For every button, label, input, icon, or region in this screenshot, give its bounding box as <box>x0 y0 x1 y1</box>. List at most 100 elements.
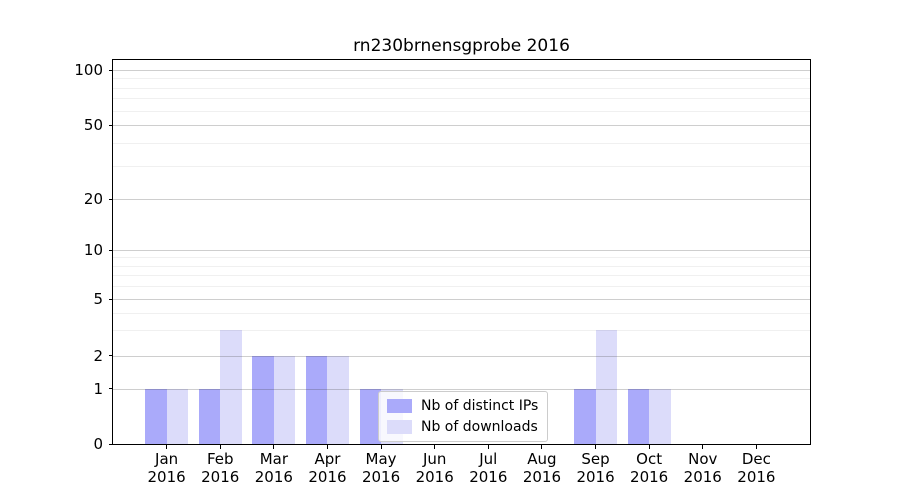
x-tick-year: 2016 <box>469 468 508 486</box>
x-tick-month: Sep <box>581 450 610 468</box>
y-tick-label: 100 <box>74 61 103 79</box>
x-tick-year: 2016 <box>201 468 240 486</box>
y-tick-mark <box>109 298 113 300</box>
x-tick-mark <box>326 445 328 449</box>
x-tick-label: May 2016 <box>345 450 417 486</box>
major-gridline <box>113 299 810 300</box>
x-tick-label: Sep 2016 <box>560 450 632 486</box>
x-tick-month: Feb <box>206 450 234 468</box>
x-tick-label: Dec 2016 <box>720 450 792 486</box>
legend-entry: Nb of downloads <box>387 419 538 435</box>
x-tick-mark <box>434 445 436 449</box>
x-tick-year: 2016 <box>254 468 293 486</box>
x-tick-year: 2016 <box>683 468 722 486</box>
bar-downloads <box>595 330 618 444</box>
bar-downloads <box>273 355 296 444</box>
x-tick-month: Jun <box>422 450 447 468</box>
bar-distinct-ips <box>198 388 221 444</box>
y-tick-label: 0 <box>93 435 103 453</box>
bar-distinct-ips <box>145 388 167 444</box>
major-gridline <box>113 199 810 200</box>
x-tick-year: 2016 <box>361 468 401 486</box>
x-tick-month: Aug <box>527 450 557 468</box>
bar-downloads <box>220 330 242 444</box>
bar-downloads <box>166 388 189 444</box>
bar-distinct-ips <box>574 388 596 444</box>
bar-distinct-ips <box>252 355 274 444</box>
y-tick-label: 10 <box>83 241 103 259</box>
major-gridline <box>113 70 810 71</box>
y-tick-mark <box>109 443 113 445</box>
y-tick-label: 50 <box>83 116 103 134</box>
x-tick-month: Nov <box>688 450 718 468</box>
minor-gridline <box>113 78 810 80</box>
x-tick-mark <box>755 445 757 449</box>
major-gridline <box>113 125 810 126</box>
minor-gridline <box>113 87 810 89</box>
bar-distinct-ips <box>305 355 328 444</box>
x-tick-year: 2016 <box>415 468 454 486</box>
y-tick-label: 1 <box>93 379 103 398</box>
x-tick-month: Jul <box>479 450 498 468</box>
x-tick-year: 2016 <box>630 468 669 486</box>
bar-distinct-ips <box>627 388 650 444</box>
minor-gridline <box>113 110 810 112</box>
bar-downloads <box>649 388 671 444</box>
x-tick-label: Apr 2016 <box>291 450 363 486</box>
x-tick-mark <box>541 445 543 449</box>
legend-swatch <box>387 420 412 434</box>
x-tick-mark <box>702 445 704 449</box>
minor-gridline <box>113 265 810 267</box>
x-tick-label: Jun 2016 <box>399 450 471 486</box>
minor-gridline <box>113 257 810 259</box>
y-tick-mark <box>109 355 113 356</box>
x-tick-mark <box>273 445 275 449</box>
x-tick-year: 2016 <box>576 468 615 486</box>
x-tick-label: Oct 2016 <box>613 450 685 486</box>
plot-area <box>112 59 811 445</box>
legend: Nb of distinct IPs Nb of downloads <box>378 391 549 442</box>
minor-gridline <box>113 330 810 332</box>
x-tick-month: Dec <box>741 450 771 468</box>
minor-gridline <box>113 166 810 168</box>
x-tick-mark <box>595 445 597 449</box>
x-tick-month: May <box>365 450 397 468</box>
legend-entry: Nb of distinct IPs <box>387 398 538 414</box>
x-tick-mark <box>380 445 382 449</box>
x-tick-year: 2016 <box>737 468 776 486</box>
y-tick-mark <box>109 124 113 126</box>
x-tick-mark <box>487 445 489 449</box>
chart-title: rn230brnensgprobe 2016 <box>353 36 570 56</box>
x-tick-month: Oct <box>636 450 663 468</box>
minor-gridline <box>113 98 810 100</box>
x-tick-label: Jan 2016 <box>131 450 203 486</box>
x-tick-label: Mar 2016 <box>238 450 310 486</box>
bar-downloads <box>327 355 349 444</box>
x-tick-year: 2016 <box>308 468 347 486</box>
x-tick-month: Apr <box>314 450 341 468</box>
legend-swatch <box>387 399 412 413</box>
x-tick-label: Nov 2016 <box>667 450 739 486</box>
y-tick-label: 2 <box>93 346 103 365</box>
legend-label: Nb of downloads <box>421 419 538 435</box>
x-tick-label: Aug 2016 <box>506 450 578 486</box>
legend-label: Nb of distinct IPs <box>421 398 539 414</box>
major-gridline <box>113 250 810 251</box>
minor-gridline <box>113 312 810 314</box>
x-tick-mark <box>648 445 650 449</box>
minor-gridline <box>113 275 810 277</box>
x-tick-year: 2016 <box>522 468 562 486</box>
x-tick-label: Jul 2016 <box>452 450 524 486</box>
y-tick-mark <box>109 249 113 251</box>
x-tick-month: Mar <box>259 450 288 468</box>
y-tick-mark <box>109 388 113 389</box>
y-tick-mark <box>109 69 113 71</box>
bar-distinct-ips <box>359 388 382 444</box>
x-tick-label: Feb 2016 <box>184 450 256 486</box>
y-tick-label: 20 <box>83 190 103 208</box>
minor-gridline <box>113 143 810 145</box>
minor-gridline <box>113 286 810 288</box>
y-tick-mark <box>109 198 113 200</box>
x-tick-mark <box>219 445 221 449</box>
